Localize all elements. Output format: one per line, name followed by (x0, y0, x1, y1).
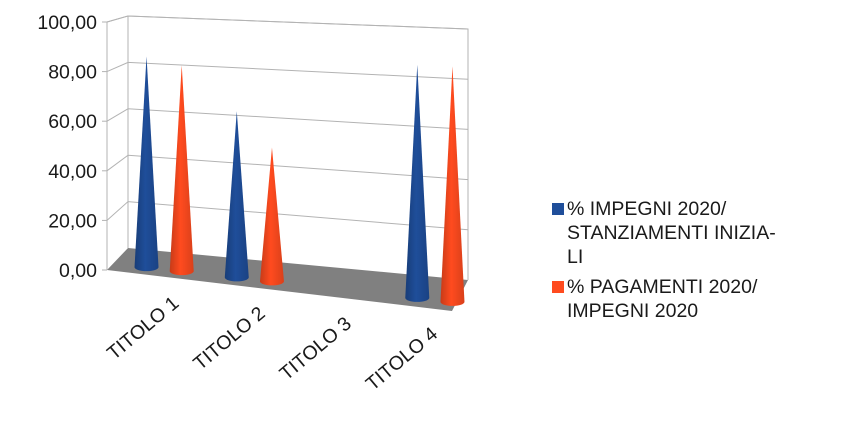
x-tick-label: TITOLO 3 (276, 313, 356, 385)
x-tick-label: TITOLO 2 (189, 302, 269, 374)
legend-swatch (552, 281, 564, 293)
x-tick-label: TITOLO 1 (103, 292, 183, 364)
legend-label: % IMPEGNI 2020/ STANZIAMENTI INIZIA- LI (567, 198, 776, 268)
y-tick-label: 60,00 (48, 111, 97, 133)
x-tick-label: TITOLO 4 (362, 323, 442, 395)
gridline (106, 61, 469, 80)
cone-impegni-2 (224, 111, 249, 282)
y-tick-label: 40,00 (48, 161, 97, 183)
legend-label: % PAGAMENTI 2020/ IMPEGNI 2020 (567, 276, 758, 322)
y-tick-label: 0,00 (59, 260, 97, 282)
legend-item: % IMPEGNI 2020/ STANZIAMENTI INIZIA- LI (552, 197, 837, 269)
gridline (106, 154, 469, 181)
cone-impegni-1 (134, 56, 159, 272)
cone-pagamenti-2 (259, 147, 284, 286)
chart-legend: % IMPEGNI 2020/ STANZIAMENTI INIZIA- LI%… (552, 197, 837, 329)
y-tick-label: 100,00 (37, 12, 97, 34)
y-tick-label: 80,00 (48, 62, 97, 84)
gridline (106, 201, 469, 231)
cone-impegni-4 (405, 64, 430, 302)
cone-pagamenti-1 (169, 65, 194, 276)
gridline (106, 15, 469, 30)
y-tick-label: 20,00 (48, 210, 97, 232)
legend-item: % PAGAMENTI 2020/ IMPEGNI 2020 (552, 275, 837, 323)
legend-swatch (552, 203, 564, 215)
chart-floor (107, 248, 468, 311)
cone-pagamenti-4 (440, 66, 465, 306)
gridline (106, 108, 469, 130)
